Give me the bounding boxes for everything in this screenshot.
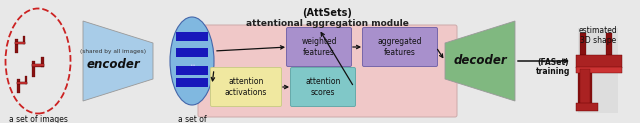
Text: attentional aggregation module: attentional aggregation module [246, 18, 408, 28]
Polygon shape [580, 69, 590, 109]
FancyBboxPatch shape [42, 57, 44, 67]
FancyBboxPatch shape [176, 48, 208, 57]
FancyBboxPatch shape [15, 42, 25, 44]
Text: ••: •• [189, 62, 195, 68]
FancyBboxPatch shape [15, 42, 25, 44]
Text: training: training [536, 67, 570, 76]
Polygon shape [580, 33, 586, 55]
FancyBboxPatch shape [176, 32, 208, 41]
Polygon shape [445, 21, 515, 101]
Polygon shape [576, 55, 622, 68]
Text: estimated
3D shape: estimated 3D shape [579, 26, 618, 45]
Text: (FASet): (FASet) [537, 59, 569, 68]
Polygon shape [576, 103, 598, 111]
FancyBboxPatch shape [15, 39, 17, 53]
FancyBboxPatch shape [198, 25, 457, 117]
FancyBboxPatch shape [32, 64, 44, 66]
FancyBboxPatch shape [22, 36, 25, 44]
Text: (AttSets): (AttSets) [302, 8, 352, 18]
FancyBboxPatch shape [32, 64, 44, 67]
FancyBboxPatch shape [17, 82, 27, 84]
Ellipse shape [170, 17, 214, 105]
FancyBboxPatch shape [578, 28, 618, 113]
FancyBboxPatch shape [17, 82, 27, 84]
Text: (shared by all images): (shared by all images) [80, 49, 146, 54]
FancyBboxPatch shape [176, 66, 208, 75]
FancyBboxPatch shape [17, 79, 20, 93]
FancyBboxPatch shape [287, 28, 351, 67]
Text: a set of images: a set of images [8, 115, 67, 123]
FancyBboxPatch shape [32, 61, 35, 77]
FancyBboxPatch shape [291, 68, 355, 107]
FancyBboxPatch shape [362, 28, 438, 67]
FancyBboxPatch shape [25, 76, 27, 84]
Text: encoder: encoder [86, 57, 140, 70]
Text: decoder: decoder [453, 54, 507, 68]
Polygon shape [83, 21, 153, 101]
Polygon shape [606, 33, 612, 55]
Text: attention
activations: attention activations [225, 77, 267, 97]
FancyBboxPatch shape [176, 78, 208, 87]
Text: aggregated
features: aggregated features [378, 37, 422, 57]
Text: a set of
deep features: a set of deep features [165, 115, 219, 123]
FancyBboxPatch shape [211, 68, 282, 107]
Polygon shape [578, 68, 592, 109]
Polygon shape [576, 67, 622, 73]
Text: weighted
features: weighted features [301, 37, 337, 57]
Text: attention
scores: attention scores [305, 77, 340, 97]
